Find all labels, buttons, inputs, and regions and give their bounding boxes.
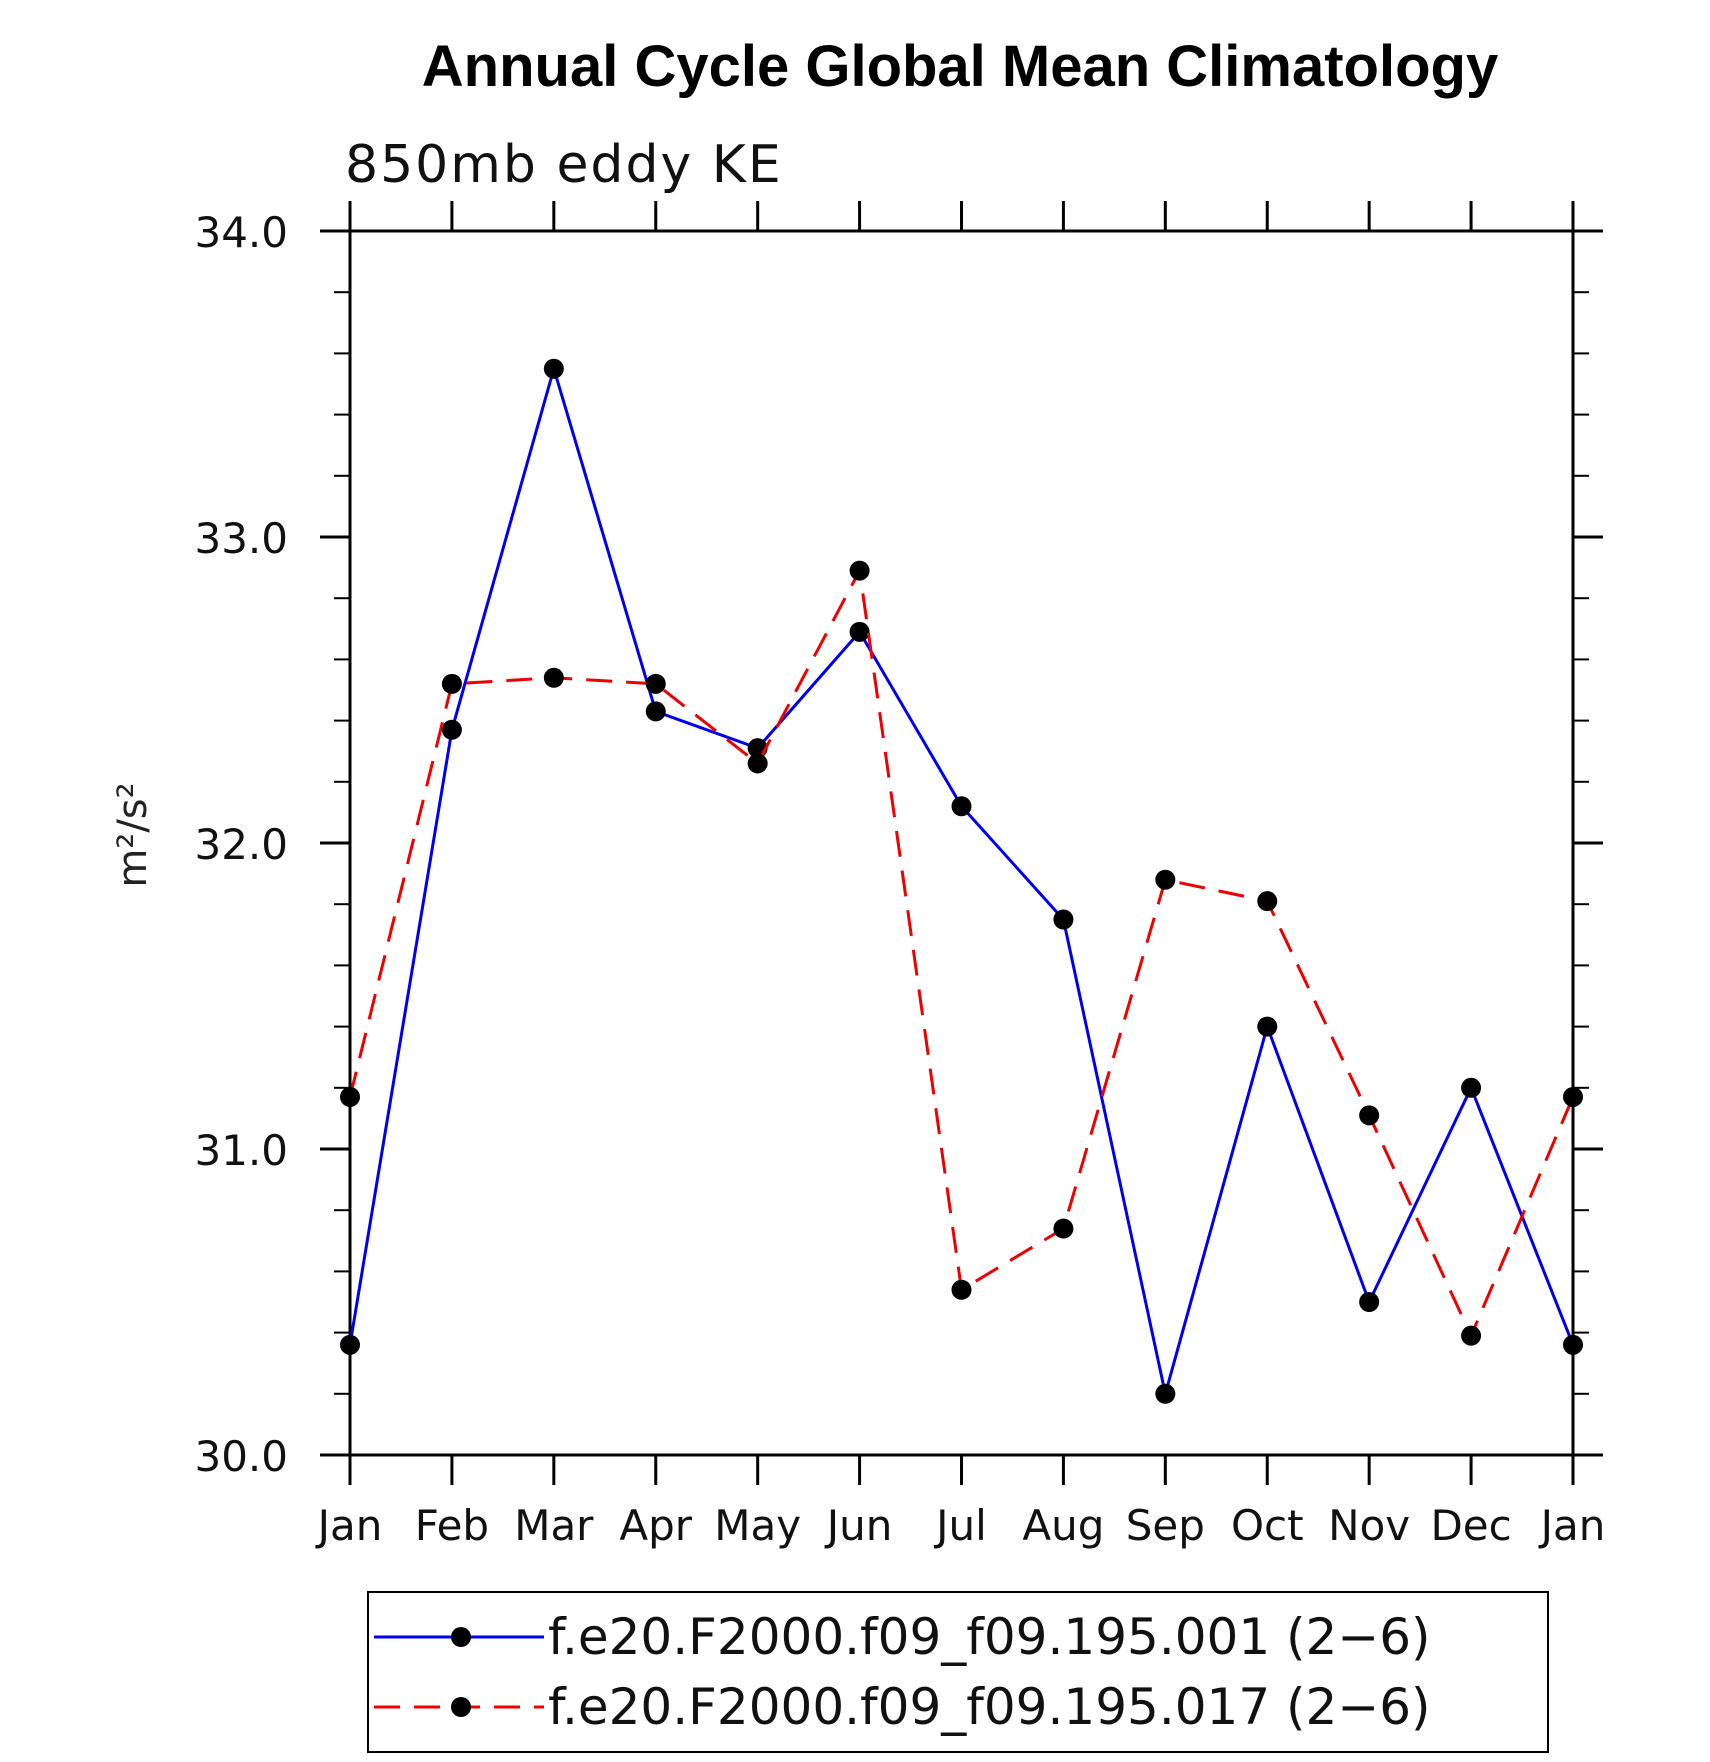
data-point bbox=[1461, 1077, 1482, 1098]
data-point bbox=[441, 719, 462, 740]
x-tick-label: Jun bbox=[824, 1501, 893, 1550]
y-tick-label: 34.0 bbox=[194, 208, 288, 257]
x-tick-label: May bbox=[714, 1501, 801, 1550]
data-point bbox=[340, 1334, 360, 1355]
x-tick-label: Jan bbox=[1538, 1501, 1606, 1550]
data-point bbox=[1563, 1086, 1583, 1107]
series-line bbox=[348, 367, 1575, 1396]
data-point bbox=[1053, 1218, 1074, 1239]
y-tick-label: 30.0 bbox=[194, 1432, 288, 1481]
data-point bbox=[340, 1086, 360, 1107]
legend-box bbox=[367, 1591, 1549, 1753]
data-point bbox=[951, 1279, 972, 1300]
x-tick-label: Aug bbox=[1022, 1501, 1104, 1550]
data-point bbox=[441, 673, 462, 694]
data-point bbox=[1461, 1325, 1482, 1346]
data-point bbox=[1257, 891, 1278, 912]
data-point bbox=[1359, 1292, 1380, 1312]
x-tick-label: Apr bbox=[619, 1501, 692, 1550]
data-point bbox=[543, 667, 564, 688]
data-point bbox=[747, 753, 768, 774]
y-tick-label: 32.0 bbox=[194, 820, 288, 869]
x-tick-label: Sep bbox=[1126, 1501, 1205, 1550]
legend: f.e20.F2000.f09_f09.195.001 (2−6) f.e20.F… bbox=[367, 1591, 1549, 1753]
series-line bbox=[348, 569, 1575, 1338]
data-point bbox=[849, 560, 870, 581]
chart-title: Annual Cycle Global Mean Climatology bbox=[422, 34, 1498, 99]
x-tick-label: Dec bbox=[1430, 1501, 1511, 1550]
legend-marker bbox=[451, 1627, 471, 1647]
x-tick-label: Jan bbox=[315, 1501, 383, 1550]
legend-label: f.e20.F2000.f09_f09.195.017 (2−6) bbox=[548, 1678, 1431, 1736]
x-tick-label: Jul bbox=[933, 1501, 987, 1550]
x-tick-label: Nov bbox=[1328, 1501, 1410, 1550]
data-point bbox=[1155, 1383, 1176, 1404]
series-2 bbox=[340, 560, 1583, 1346]
data-point bbox=[1053, 909, 1074, 930]
legend-marker bbox=[451, 1697, 471, 1717]
x-tick-label: Feb bbox=[415, 1501, 489, 1550]
axis-ticks: Jan Feb Mar Apr May Jun Jul Aug Sep Oct Nov Dec Jan 3… bbox=[194, 201, 1605, 1550]
data-point bbox=[645, 673, 666, 694]
plot-frame bbox=[348, 229, 1575, 1457]
data-point bbox=[645, 701, 666, 722]
legend-label: f.e20.F2000.f09_f09.195.001 (2−6) bbox=[548, 1608, 1431, 1666]
plot-border bbox=[348, 229, 1575, 1457]
x-tick-label: Oct bbox=[1231, 1501, 1304, 1550]
data-point bbox=[1155, 869, 1176, 890]
x-tick-label: Mar bbox=[514, 1501, 594, 1550]
data-point bbox=[951, 796, 972, 817]
data-point bbox=[543, 358, 564, 379]
data-point bbox=[1257, 1016, 1278, 1037]
data-point bbox=[1359, 1105, 1380, 1126]
series-group bbox=[340, 358, 1583, 1404]
chart-subtitle: 850mb eddy KE bbox=[345, 135, 783, 195]
y-axis-label: m²/s² bbox=[110, 782, 156, 887]
y-tick-label: 31.0 bbox=[194, 1126, 288, 1175]
y-tick-label: 33.0 bbox=[194, 514, 288, 563]
series-1 bbox=[340, 358, 1583, 1404]
data-point bbox=[1563, 1334, 1583, 1355]
data-point bbox=[849, 621, 870, 642]
